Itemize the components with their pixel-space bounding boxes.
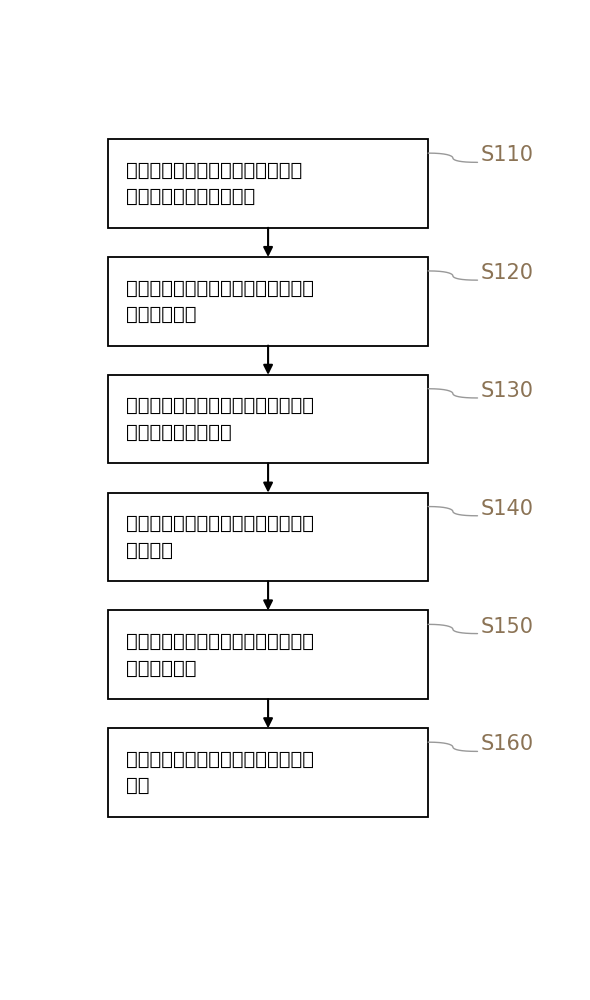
Text: 使用光束照射待测生物组织，经过
散射后得到激光散斑图像: 使用光束照射待测生物组织，经过 散射后得到激光散斑图像 (126, 161, 303, 206)
Text: 选取特征值较大的特征向量重构静态
组织信息: 选取特征值较大的特征向量重构静态 组织信息 (126, 514, 314, 560)
Bar (108, 728, 428, 817)
Bar (108, 139, 428, 228)
Text: S150: S150 (481, 617, 534, 637)
Text: S140: S140 (481, 499, 534, 519)
Text: S130: S130 (481, 381, 534, 401)
Text: 滤除激光散斑图像的静态组织信息以
提取血液信息: 滤除激光散斑图像的静态组织信息以 提取血液信息 (126, 632, 314, 678)
Bar (108, 610, 428, 699)
Bar (108, 493, 428, 581)
Bar (108, 257, 428, 346)
Text: S160: S160 (481, 734, 534, 754)
Text: S110: S110 (481, 145, 534, 165)
Text: 对协方差矩阵进行特征分解得到特征
值及对应的特征向量: 对协方差矩阵进行特征分解得到特征 值及对应的特征向量 (126, 396, 314, 442)
Text: S120: S120 (481, 263, 534, 283)
Text: 降低噪声干扰，增强血流信息的可视
化。: 降低噪声干扰，增强血流信息的可视 化。 (126, 750, 314, 795)
Text: 从激光散斑图像中选取连续图像帧计
算协方差矩阵: 从激光散斑图像中选取连续图像帧计 算协方差矩阵 (126, 279, 314, 324)
Bar (108, 375, 428, 463)
